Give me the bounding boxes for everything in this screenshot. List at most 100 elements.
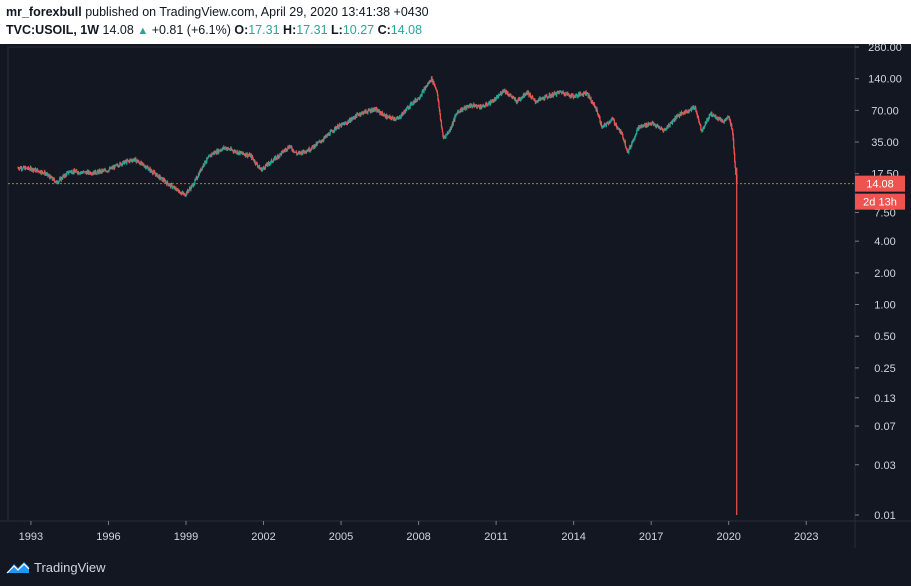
candle-body bbox=[312, 145, 314, 147]
candle-body bbox=[667, 125, 669, 129]
candle-body bbox=[561, 92, 563, 94]
candle-body bbox=[438, 107, 441, 111]
candle-body bbox=[302, 152, 304, 154]
candle-body bbox=[457, 111, 459, 114]
candle-body bbox=[596, 107, 598, 111]
time-tick-label: 2017 bbox=[639, 531, 663, 543]
time-axis[interactable]: 1993 1996 1999 2002 2005 2008 2011 2014 2017 2020… bbox=[0, 520, 911, 543]
candle-body bbox=[462, 108, 464, 111]
candle-body bbox=[491, 102, 493, 104]
high-label: H: bbox=[283, 23, 297, 37]
candle-body bbox=[568, 94, 570, 96]
candle-body bbox=[311, 147, 313, 150]
candle-body bbox=[548, 94, 550, 98]
candle-body bbox=[646, 123, 648, 127]
tradingview-brand[interactable]: TradingView bbox=[34, 560, 106, 575]
candle-body bbox=[671, 120, 674, 124]
time-tick-label: 1996 bbox=[96, 531, 120, 543]
candle-body bbox=[623, 139, 625, 141]
chart-area[interactable]: 280.00 140.00 70.00 35.00 17.50 7.50 4.00 2.00 1… bbox=[0, 44, 911, 548]
candle-body bbox=[41, 171, 43, 173]
candle-body bbox=[436, 91, 439, 95]
candle-body bbox=[450, 127, 452, 129]
candle-body bbox=[50, 175, 52, 178]
candle-body bbox=[491, 99, 493, 103]
candle-body bbox=[356, 113, 358, 118]
candle-body bbox=[30, 167, 33, 171]
candle-body bbox=[596, 110, 599, 114]
candle-body bbox=[37, 169, 39, 171]
ohlc-legend: TVC:USOIL, 1W 14.08 ▲ +0.81 (+6.1%) O:17… bbox=[6, 23, 422, 37]
close-value: 14.08 bbox=[390, 23, 423, 37]
candle-body bbox=[622, 134, 624, 138]
time-tick-label: 2020 bbox=[716, 531, 740, 543]
candle-body bbox=[572, 95, 574, 97]
candle-body bbox=[438, 101, 440, 108]
candle-body bbox=[235, 151, 237, 154]
candle-body bbox=[242, 151, 244, 154]
candle-body bbox=[40, 170, 42, 174]
candle-body bbox=[695, 107, 697, 112]
candle-body bbox=[383, 115, 385, 117]
candle-body bbox=[579, 92, 582, 95]
candle-body bbox=[708, 114, 710, 119]
candle-body bbox=[477, 105, 479, 107]
candle-body bbox=[482, 104, 484, 108]
current-price-badge[interactable] bbox=[855, 175, 905, 192]
time-tick-label: 1999 bbox=[174, 531, 198, 543]
price-tick-label: 0.50 bbox=[874, 331, 895, 343]
price-tick-label: 0.25 bbox=[874, 363, 895, 375]
candle-body bbox=[337, 125, 339, 129]
candle-body bbox=[537, 99, 539, 102]
candle-body bbox=[151, 171, 153, 173]
candle-body bbox=[621, 133, 623, 135]
candle-body bbox=[21, 169, 24, 171]
candle-body bbox=[53, 178, 55, 181]
candle-body bbox=[154, 173, 156, 175]
candle-body bbox=[239, 151, 241, 155]
price-tick-label: 0.07 bbox=[874, 421, 895, 433]
candle-body bbox=[160, 178, 162, 180]
candle-body bbox=[48, 175, 50, 177]
candle-body bbox=[91, 173, 94, 175]
candle-body bbox=[546, 95, 548, 97]
candle-body bbox=[700, 124, 702, 130]
current-price-label: 14.08 bbox=[866, 179, 894, 191]
candle-body bbox=[280, 152, 283, 155]
candle-body bbox=[68, 172, 70, 174]
time-tick-label: 2005 bbox=[329, 531, 353, 543]
candle-body bbox=[432, 79, 434, 84]
candle-body bbox=[218, 149, 220, 153]
candle-body bbox=[487, 103, 489, 106]
candle-body bbox=[355, 114, 357, 116]
price-chart[interactable]: 280.00140.0070.0035.0017.507.504.002.001… bbox=[0, 44, 911, 548]
candle-body bbox=[266, 163, 268, 166]
candle-body bbox=[490, 101, 492, 103]
candle-body bbox=[424, 87, 427, 90]
candle-body bbox=[392, 117, 394, 120]
price-tick-label: 70.00 bbox=[871, 105, 899, 117]
candle-body bbox=[529, 93, 532, 97]
candle-body bbox=[349, 119, 351, 123]
candle-body bbox=[712, 115, 714, 117]
candle-body bbox=[651, 123, 653, 125]
candle-body bbox=[569, 96, 571, 98]
candle-body bbox=[367, 111, 369, 113]
candle-body bbox=[276, 155, 279, 159]
candle-body bbox=[445, 134, 447, 138]
price-tick-label: 35.00 bbox=[871, 137, 899, 149]
candle-body bbox=[215, 151, 217, 154]
candle-body bbox=[478, 106, 480, 108]
candle-body bbox=[267, 162, 269, 166]
candle-body bbox=[441, 129, 444, 132]
countdown-badge bbox=[855, 193, 905, 210]
tradingview-logo-icon[interactable] bbox=[6, 559, 30, 575]
candle-body bbox=[206, 158, 208, 162]
candle-body bbox=[591, 100, 594, 103]
candle-body bbox=[252, 158, 254, 160]
price-tick-label: 4.00 bbox=[874, 236, 895, 248]
candle-body bbox=[555, 92, 557, 95]
candle-body bbox=[207, 157, 209, 159]
author-name[interactable]: mr_forexbull bbox=[6, 5, 82, 19]
candle-body bbox=[272, 161, 274, 163]
